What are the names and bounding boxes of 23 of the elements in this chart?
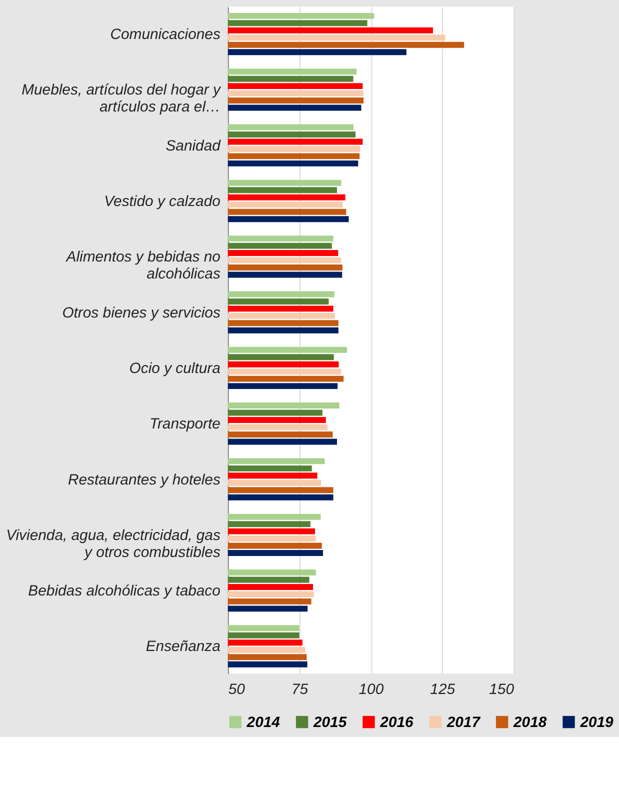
x-tick-label: 150 (489, 680, 515, 698)
x-tick-label: 50 (228, 680, 246, 698)
y-tick-label: Muebles, artículos del hogar y artículos para el… (22, 82, 222, 116)
y-tick-label: Ocio y cultura (129, 360, 220, 377)
legend-label: 2018 (512, 714, 548, 732)
legend-label: 2017 (446, 714, 481, 732)
y-tick-label: Comunicaciones (110, 26, 221, 43)
y-tick-label: Sanidad (166, 137, 222, 154)
y-tick-label: Bebidas alcohólicas y tabaco (28, 582, 220, 600)
legend-label: 2015 (312, 714, 348, 732)
legend-label: 2014 (246, 714, 281, 732)
y-tick-label: Otros bienes y servicios (62, 304, 221, 322)
y-tick-label: Vestido y calzado (104, 192, 220, 210)
x-tick-label: 125 (430, 680, 456, 698)
y-tick-label: Alimentos y bebidas no alcohólicas (65, 248, 221, 283)
legend-label: 2016 (379, 714, 414, 732)
x-tick-label: 100 (358, 680, 384, 698)
y-tick-label: Enseñanza (146, 638, 220, 656)
x-tick-label: 75 (292, 680, 309, 698)
y-tick-label: Vivienda, agua, electricidad, gas y otros combustibles (6, 526, 221, 561)
legend-label: 2019 (579, 714, 614, 732)
y-tick-label: Restaurantes y hoteles (68, 471, 221, 488)
y-tick-label: Transporte (149, 416, 220, 433)
